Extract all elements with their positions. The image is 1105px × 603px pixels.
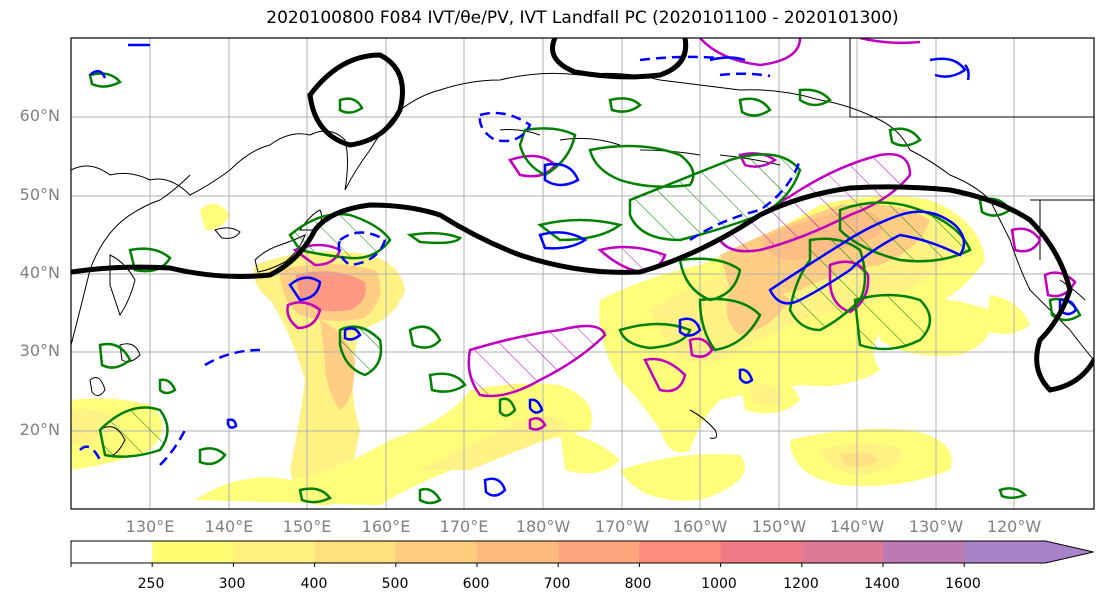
- colorbar-outline: [70, 540, 1094, 564]
- lon-label-150e: 150°E: [282, 517, 332, 536]
- colorbar-segment: [233, 541, 316, 563]
- colorbar-segment: [477, 541, 559, 563]
- theta-e-negative-contours: [89, 43, 1078, 497]
- colorbar-tick-800: 800: [624, 576, 652, 592]
- lat-label-60n: 60°N: [19, 106, 60, 125]
- landfall-contours: [71, 38, 1094, 393]
- colorbar-segment: [395, 541, 478, 563]
- colorbar-segment: [801, 541, 884, 563]
- colorbar-segment: [883, 541, 965, 563]
- colorbar-segment: [964, 541, 1046, 563]
- lon-label-160w: 160°W: [672, 517, 728, 536]
- colorbar-tick-1400: 1400: [864, 576, 900, 592]
- colorbar: [70, 540, 1094, 567]
- lat-label-30n: 30°N: [19, 341, 60, 360]
- colorbar-tick-400: 400: [300, 576, 328, 592]
- lat-label-20n: 20°N: [19, 420, 60, 439]
- map-frame: [70, 37, 1095, 510]
- map-title: 2020100800 F084 IVT/θe/PV, IVT Landfall …: [266, 8, 899, 28]
- colorbar-tick-1600: 1600: [945, 576, 981, 592]
- theta-e-positive-contours: [88, 72, 1082, 505]
- lon-label-160e: 160°E: [361, 517, 411, 536]
- colorbar-tick-1000: 1000: [701, 576, 737, 592]
- colorbar-tick-600: 600: [462, 576, 490, 592]
- pv-contours: [286, 38, 1077, 431]
- colorbar-tick-1200: 1200: [783, 576, 819, 592]
- lon-label-170e: 170°E: [439, 517, 489, 536]
- lon-label-140e: 140°E: [204, 517, 254, 536]
- theta-e-dashed-contours: [79, 55, 802, 466]
- colorbar-tick-250: 250: [137, 576, 165, 592]
- lon-label-130w: 130°W: [908, 517, 964, 536]
- lat-label-40n: 40°N: [19, 263, 60, 282]
- colorbar-segment: [558, 541, 640, 563]
- lat-label-50n: 50°N: [19, 185, 60, 204]
- lon-label-120w: 120°W: [986, 517, 1042, 536]
- lon-label-140w: 140°W: [829, 517, 885, 536]
- lon-label-180w: 180°W: [515, 517, 571, 536]
- lon-label-170w: 170°W: [594, 517, 650, 536]
- lon-label-150w: 150°W: [751, 517, 807, 536]
- colorbar-tick-300: 300: [218, 576, 246, 592]
- colorbar-segment: [152, 541, 234, 563]
- colorbar-tick-700: 700: [543, 576, 571, 592]
- lon-label-130e: 130°E: [125, 517, 175, 536]
- colorbar-segment: [639, 541, 722, 563]
- colorbar-extend-arrow: [1045, 541, 1094, 563]
- colorbar-segment: [314, 541, 397, 563]
- colorbar-tick-500: 500: [381, 576, 409, 592]
- colorbar-segment: [720, 541, 803, 563]
- colorbar-segment: [71, 541, 153, 563]
